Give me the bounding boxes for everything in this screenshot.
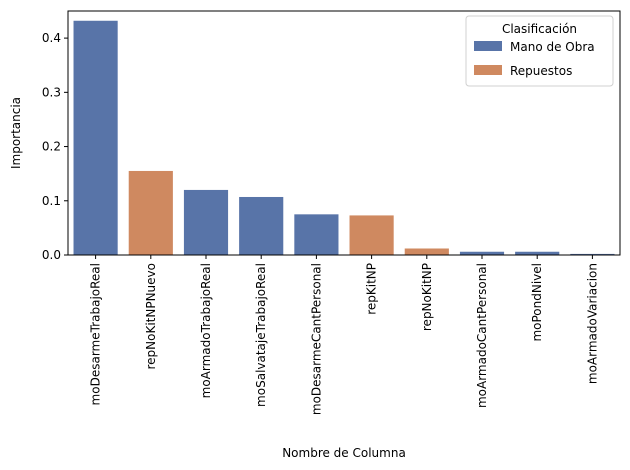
x-tick-label: repKitNP — [365, 263, 379, 315]
legend-box — [465, 15, 614, 87]
x-axis-title: Nombre de Columna — [282, 446, 406, 460]
x-tick-label: moArmadoCantPersonal — [475, 263, 489, 408]
legend-label: Repuestos — [510, 64, 572, 78]
plot-frame — [67, 10, 621, 256]
bar-moSalvatajeTrabajoReal — [239, 196, 284, 255]
bar-repNoKitNPNuevo — [128, 170, 173, 255]
bars-group — [73, 20, 615, 256]
y-tick-label: 0.3 — [42, 85, 61, 99]
bar-repKitNP — [349, 215, 394, 255]
x-tick-label: moPondNivel — [530, 263, 544, 342]
x-tick-label: repNoKitNP — [420, 263, 434, 331]
bar-moArmadoTrabajoReal — [183, 189, 229, 255]
bar-moArmadoCantPersonal — [459, 251, 505, 255]
y-tick-label: 0.4 — [42, 31, 61, 45]
y-tick-label: 0.0 — [42, 248, 61, 262]
bar-moDesarmeCantPersonal — [294, 214, 339, 255]
y-tick-label: 0.2 — [42, 140, 61, 154]
bar-moPondNivel — [515, 251, 560, 255]
bar-repNoKitNP — [404, 248, 449, 255]
legend-swatch — [474, 41, 502, 51]
x-tick-label: moArmadoVariacion — [585, 263, 599, 384]
legend-label: Mano de Obra — [510, 40, 595, 54]
x-tick-label: moDesarmeCantPersonal — [309, 263, 323, 415]
y-tick-label: 0.1 — [42, 194, 61, 208]
bar-moDesarmeTrabajoReal — [73, 20, 118, 256]
y-axis-title: Importancia — [9, 97, 23, 169]
legend: Clasificación Mano de Obra Repuestos — [465, 15, 614, 87]
x-tick-label: moSalvatajeTrabajoReal — [254, 263, 268, 407]
bar-moArmadoVariacion — [570, 253, 615, 255]
x-tick-label: moArmadoTrabajoReal — [199, 263, 213, 398]
x-tick-label: repNoKitNPNuevo — [144, 263, 158, 370]
x-tick-label: moDesarmeTrabajoReal — [89, 263, 103, 405]
legend-title: Clasificación — [502, 22, 577, 36]
legend-swatch — [474, 65, 502, 75]
x-axis: moDesarmeTrabajoReal repNoKitNPNuevo moArm… — [89, 255, 599, 415]
y-axis: 0.0 0.1 0.2 0.3 0.4 — [42, 31, 68, 262]
